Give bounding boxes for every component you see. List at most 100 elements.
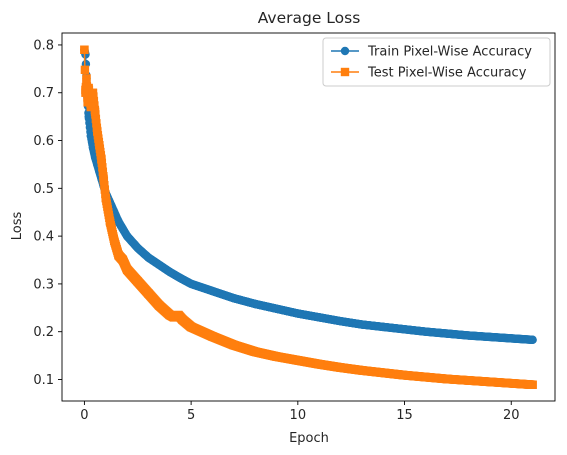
data-point [110,236,119,246]
legend-item-2: Test Pixel-Wise Accuracy [331,66,527,81]
axes: 0 5 10 15 20 0.1 0.2 0.3 0.4 0.5 0.6 0.7 0.8 [33,32,556,423]
x-tick-label: 0 [80,408,88,423]
data-point [97,155,106,164]
data-point [421,327,431,336]
data-point [336,363,345,372]
data-point [229,294,239,303]
data-point [83,98,92,107]
data-point [250,299,260,309]
data-point [86,102,96,112]
legend-marker [340,46,350,56]
data-point [133,243,142,253]
y-tick-label: 0.7 [33,86,54,101]
data-point [95,141,104,150]
data-point [293,356,303,365]
data-point [99,174,108,183]
data-point [122,231,132,241]
data-point [272,304,281,313]
series-1-line [83,49,533,341]
y-tick-label: 0.3 [33,277,54,292]
legend-label: Train Pixel-Wise Accuracy [367,45,532,60]
data-point [186,279,196,289]
data-point [272,352,281,361]
data-point [82,74,91,83]
data-point [165,267,174,277]
data-point [178,315,187,324]
data-point [208,286,217,296]
data-point [154,301,164,310]
legend-box [322,37,551,87]
y-tick-label: 0.8 [33,38,54,53]
data-point [118,255,128,265]
data-point [86,131,96,140]
data-point [144,289,153,298]
data-point [443,374,452,384]
x-tick-label: 20 [503,408,520,423]
data-point [144,253,153,262]
data-point [400,370,409,380]
series-1 [80,45,537,345]
data-point [118,224,128,234]
data-point [154,260,164,269]
x-tick-label: 5 [187,408,195,423]
data-point [122,265,132,274]
y-tick-label: 0.1 [33,373,54,388]
data-point [90,107,100,117]
data-point [485,377,495,387]
data-point [80,45,89,54]
x-axis-label: Epoch [289,431,329,446]
y-tick-label: 0.6 [33,134,54,149]
data-point [93,126,102,136]
plot-frame [61,32,556,402]
data-point [229,340,239,350]
data-point [464,331,473,340]
data-point [101,193,110,203]
legend-item-1: Train Pixel-Wise Accuracy [331,45,532,60]
y-tick-label: 0.2 [33,325,54,340]
data-point [208,332,217,341]
y-tick-label: 0.4 [33,230,54,245]
data-point [314,360,324,369]
data-point [176,273,185,283]
plot-area [80,45,537,389]
data-point [357,366,367,375]
data-point [84,83,93,93]
data-point [528,335,537,345]
data-point [357,320,367,329]
legend-label: Test Pixel-Wise Accuracy [367,66,527,81]
data-point [165,310,174,320]
data-point [314,313,324,322]
data-point [400,325,409,334]
data-point [81,88,90,97]
chart-title: Average Loss [258,9,361,27]
data-point [114,217,123,226]
data-point [186,322,196,332]
data-point [250,347,260,356]
y-tick-label: 0.5 [33,182,54,197]
data-point [174,310,183,320]
data-point [293,309,303,318]
data-point [507,379,516,388]
data-point [133,277,142,286]
legend-marker [340,67,350,77]
data-point [84,112,93,121]
data-point [105,217,115,226]
data-point [169,313,179,322]
data-point [507,334,516,343]
data-point [528,380,537,389]
data-point [378,322,388,332]
data-point [443,329,452,338]
x-tick-label: 15 [396,408,413,423]
series-2 [80,45,537,389]
legend: Train Pixel-Wise Accuracy Test Pixel-Wise… [322,37,551,87]
data-point [464,376,473,385]
y-axis-label: Loss [10,212,25,241]
data-point [378,368,388,378]
x-tick-label: 10 [290,408,307,423]
data-point [336,316,345,326]
data-point [421,372,431,382]
data-point [88,88,98,97]
data-point [114,251,123,260]
data-point [485,332,495,342]
